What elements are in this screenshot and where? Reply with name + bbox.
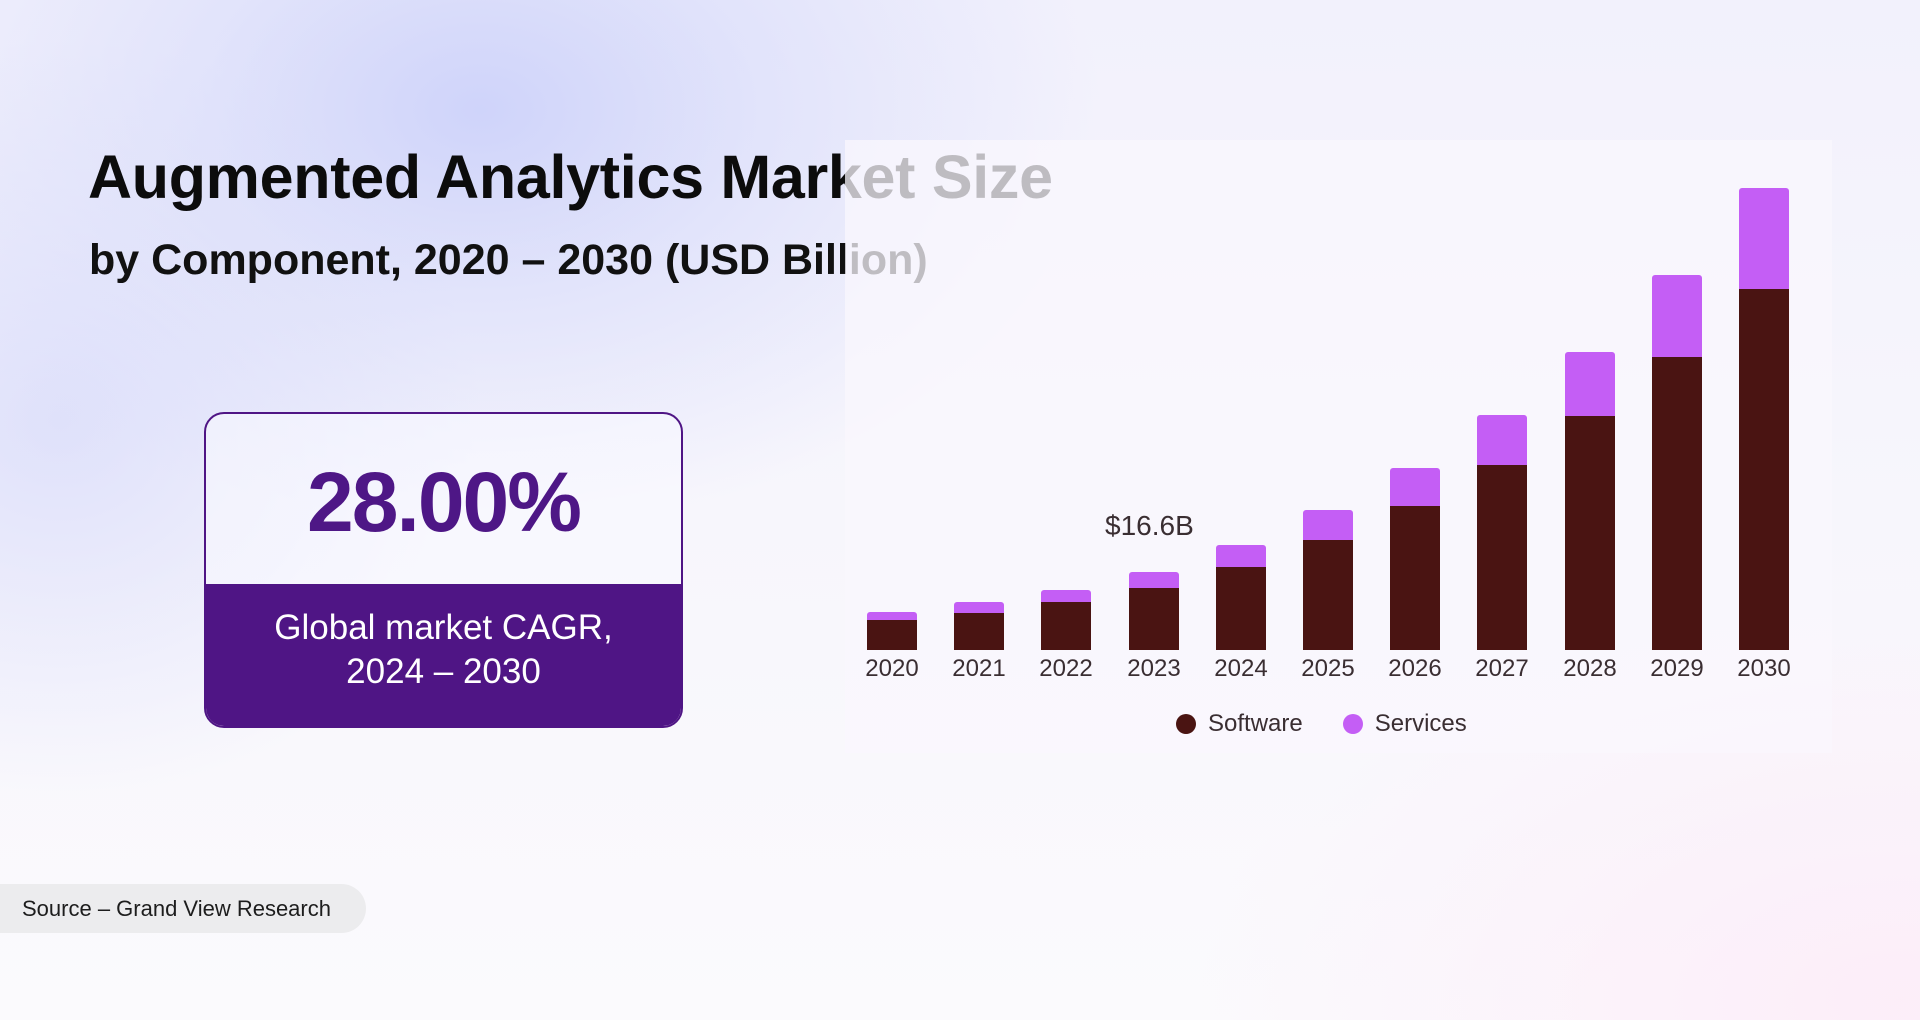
bar-segment-software — [954, 612, 1004, 650]
bar-2029 — [1652, 274, 1702, 650]
x-axis-label: 2028 — [1563, 655, 1617, 682]
bar-segment-services — [1652, 274, 1702, 357]
bar-segment-services — [1041, 589, 1091, 603]
bar-segment-services — [1129, 571, 1179, 588]
bar-2026 — [1390, 467, 1440, 650]
cagr-card: 28.00% Global market CAGR, 2024 – 2030 — [204, 412, 683, 728]
bar-segment-software — [1565, 416, 1615, 650]
bar-segment-software — [1652, 356, 1702, 650]
bar-2022 — [1041, 589, 1091, 650]
bar-segment-services — [1739, 187, 1789, 289]
x-axis-label: 2027 — [1475, 655, 1529, 682]
x-axis-label: 2024 — [1214, 655, 1268, 682]
bar-2030 — [1739, 187, 1789, 650]
cagr-label-line2: 2024 – 2030 — [346, 652, 541, 691]
x-axis-label: 2026 — [1388, 655, 1442, 682]
bar-segment-services — [1303, 510, 1353, 540]
cagr-label: Global market CAGR, 2024 – 2030 — [206, 606, 681, 694]
bar-segment-services — [1565, 351, 1615, 417]
bar-segment-services — [954, 602, 1004, 613]
x-axis-label: 2021 — [952, 655, 1006, 682]
x-axis-label: 2023 — [1127, 655, 1181, 682]
bar-2020 — [867, 611, 917, 650]
bar-segment-software — [867, 619, 917, 650]
cagr-label-line1: Global market CAGR, — [274, 608, 613, 647]
chart-legend: Software Services — [1176, 710, 1507, 738]
x-axis-label: 2022 — [1039, 655, 1093, 682]
legend-item-software: Software — [1176, 710, 1303, 738]
bar-segment-software — [1129, 587, 1179, 650]
x-axis-label: 2029 — [1650, 655, 1704, 682]
bar-segment-software — [1390, 506, 1440, 650]
bar-value-annotation: $16.6B — [1105, 509, 1194, 541]
bar-segment-services — [867, 611, 917, 620]
x-axis-label: 2030 — [1737, 655, 1791, 682]
cagr-value: 28.00% — [307, 455, 582, 549]
bar-2023 — [1129, 571, 1179, 650]
services-dot-icon — [1342, 714, 1363, 734]
bar-segment-services — [1390, 467, 1440, 507]
bar-segment-software — [1303, 539, 1353, 650]
bar-segment-software — [1477, 465, 1527, 650]
bar-2025 — [1303, 510, 1353, 650]
legend-label-services: Services — [1374, 710, 1467, 737]
x-axis-label: 2025 — [1301, 655, 1355, 682]
bar-2021 — [954, 602, 1004, 650]
bar-segment-software — [1216, 566, 1266, 650]
bar-segment-services — [1477, 415, 1527, 466]
legend-item-services: Services — [1342, 710, 1467, 738]
bar-2027 — [1477, 415, 1527, 650]
bar-2028 — [1565, 351, 1615, 650]
legend-label-software: Software — [1208, 710, 1303, 737]
page-subtitle: by Component, 2020 – 2030 (USD Billion) — [89, 236, 928, 284]
cagr-label-panel: Global market CAGR, 2024 – 2030 — [206, 584, 681, 726]
bar-segment-software — [1739, 288, 1789, 650]
bar-segment-services — [1216, 545, 1266, 567]
x-axis-label: 2020 — [865, 655, 919, 682]
bar-2024 — [1216, 545, 1266, 650]
source-badge: Source – Grand View Research — [0, 884, 366, 933]
bar-segment-software — [1041, 602, 1091, 650]
software-dot-icon — [1176, 714, 1196, 734]
